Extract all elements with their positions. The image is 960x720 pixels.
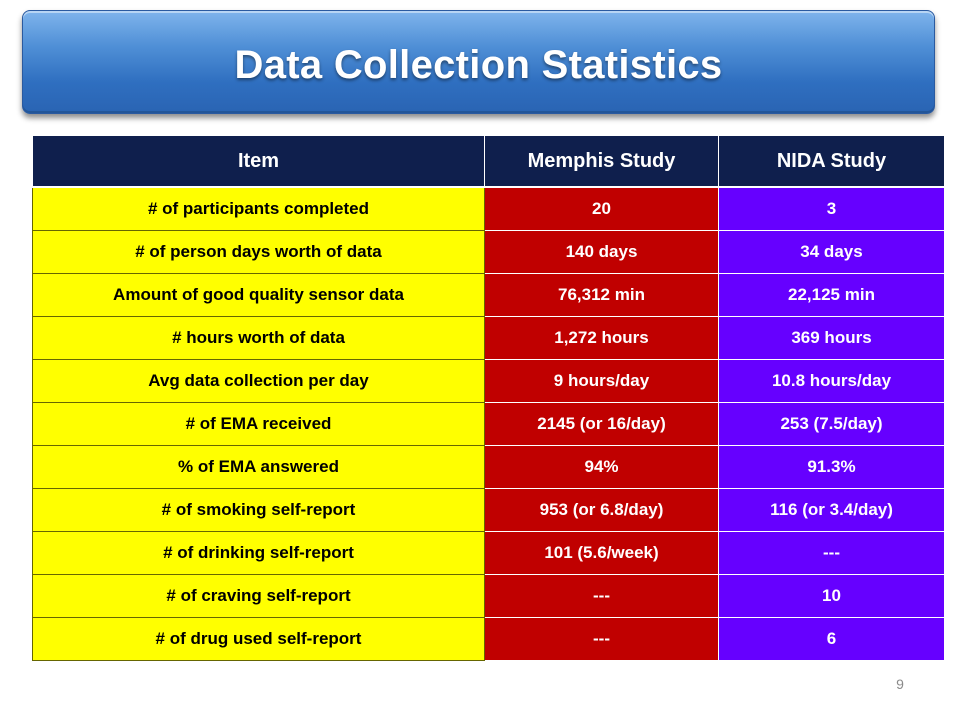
row-item-label: # of drug used self-report [32, 617, 485, 661]
row-nida-value: 6 [718, 617, 945, 661]
table-row: Amount of good quality sensor data 76,31… [32, 273, 945, 317]
row-nida-value: 253 (7.5/day) [718, 402, 945, 446]
row-memphis-value: 953 (or 6.8/day) [484, 488, 719, 532]
row-memphis-value: 94% [484, 445, 719, 489]
row-memphis-value: 140 days [484, 230, 719, 274]
row-nida-value: --- [718, 531, 945, 575]
row-item-label: # of drinking self-report [32, 531, 485, 575]
row-nida-value: 34 days [718, 230, 945, 274]
table-row: # of participants completed 20 3 [32, 186, 945, 231]
row-nida-value: 369 hours [718, 316, 945, 360]
header-nida-study: NIDA Study [718, 135, 945, 188]
table-row: # of craving self-report --- 10 [32, 574, 945, 618]
table-row: # of drinking self-report 101 (5.6/week)… [32, 531, 945, 575]
row-memphis-value: 101 (5.6/week) [484, 531, 719, 575]
row-memphis-value: 1,272 hours [484, 316, 719, 360]
row-memphis-value: 76,312 min [484, 273, 719, 317]
table-row: # hours worth of data 1,272 hours 369 ho… [32, 316, 945, 360]
row-memphis-value: --- [484, 574, 719, 618]
table-row: # of smoking self-report 953 (or 6.8/day… [32, 488, 945, 532]
slide-title: Data Collection Statistics [234, 42, 723, 87]
statistics-table: Item Memphis Study NIDA Study # of parti… [32, 135, 945, 661]
header-memphis-study: Memphis Study [484, 135, 719, 188]
row-item-label: % of EMA answered [32, 445, 485, 489]
title-banner: Data Collection Statistics [22, 10, 935, 114]
row-nida-value: 22,125 min [718, 273, 945, 317]
row-memphis-value: 2145 (or 16/day) [484, 402, 719, 446]
table-row: # of drug used self-report --- 6 [32, 617, 945, 661]
row-nida-value: 116 (or 3.4/day) [718, 488, 945, 532]
row-item-label: # of smoking self-report [32, 488, 485, 532]
page-number: 9 [896, 676, 904, 692]
table-row: # of EMA received 2145 (or 16/day) 253 (… [32, 402, 945, 446]
row-item-label: # of person days worth of data [32, 230, 485, 274]
row-nida-value: 10.8 hours/day [718, 359, 945, 403]
row-nida-value: 3 [718, 186, 945, 231]
row-nida-value: 91.3% [718, 445, 945, 489]
row-item-label: # of craving self-report [32, 574, 485, 618]
table-header-row: Item Memphis Study NIDA Study [32, 135, 945, 188]
row-item-label: Amount of good quality sensor data [32, 273, 485, 317]
row-item-label: # of participants completed [32, 186, 485, 231]
row-item-label: # hours worth of data [32, 316, 485, 360]
row-memphis-value: 9 hours/day [484, 359, 719, 403]
row-memphis-value: 20 [484, 186, 719, 231]
table-row: Avg data collection per day 9 hours/day … [32, 359, 945, 403]
table-row: % of EMA answered 94% 91.3% [32, 445, 945, 489]
row-item-label: # of EMA received [32, 402, 485, 446]
row-memphis-value: --- [484, 617, 719, 661]
row-nida-value: 10 [718, 574, 945, 618]
row-item-label: Avg data collection per day [32, 359, 485, 403]
table-row: # of person days worth of data 140 days … [32, 230, 945, 274]
header-item: Item [32, 135, 485, 188]
